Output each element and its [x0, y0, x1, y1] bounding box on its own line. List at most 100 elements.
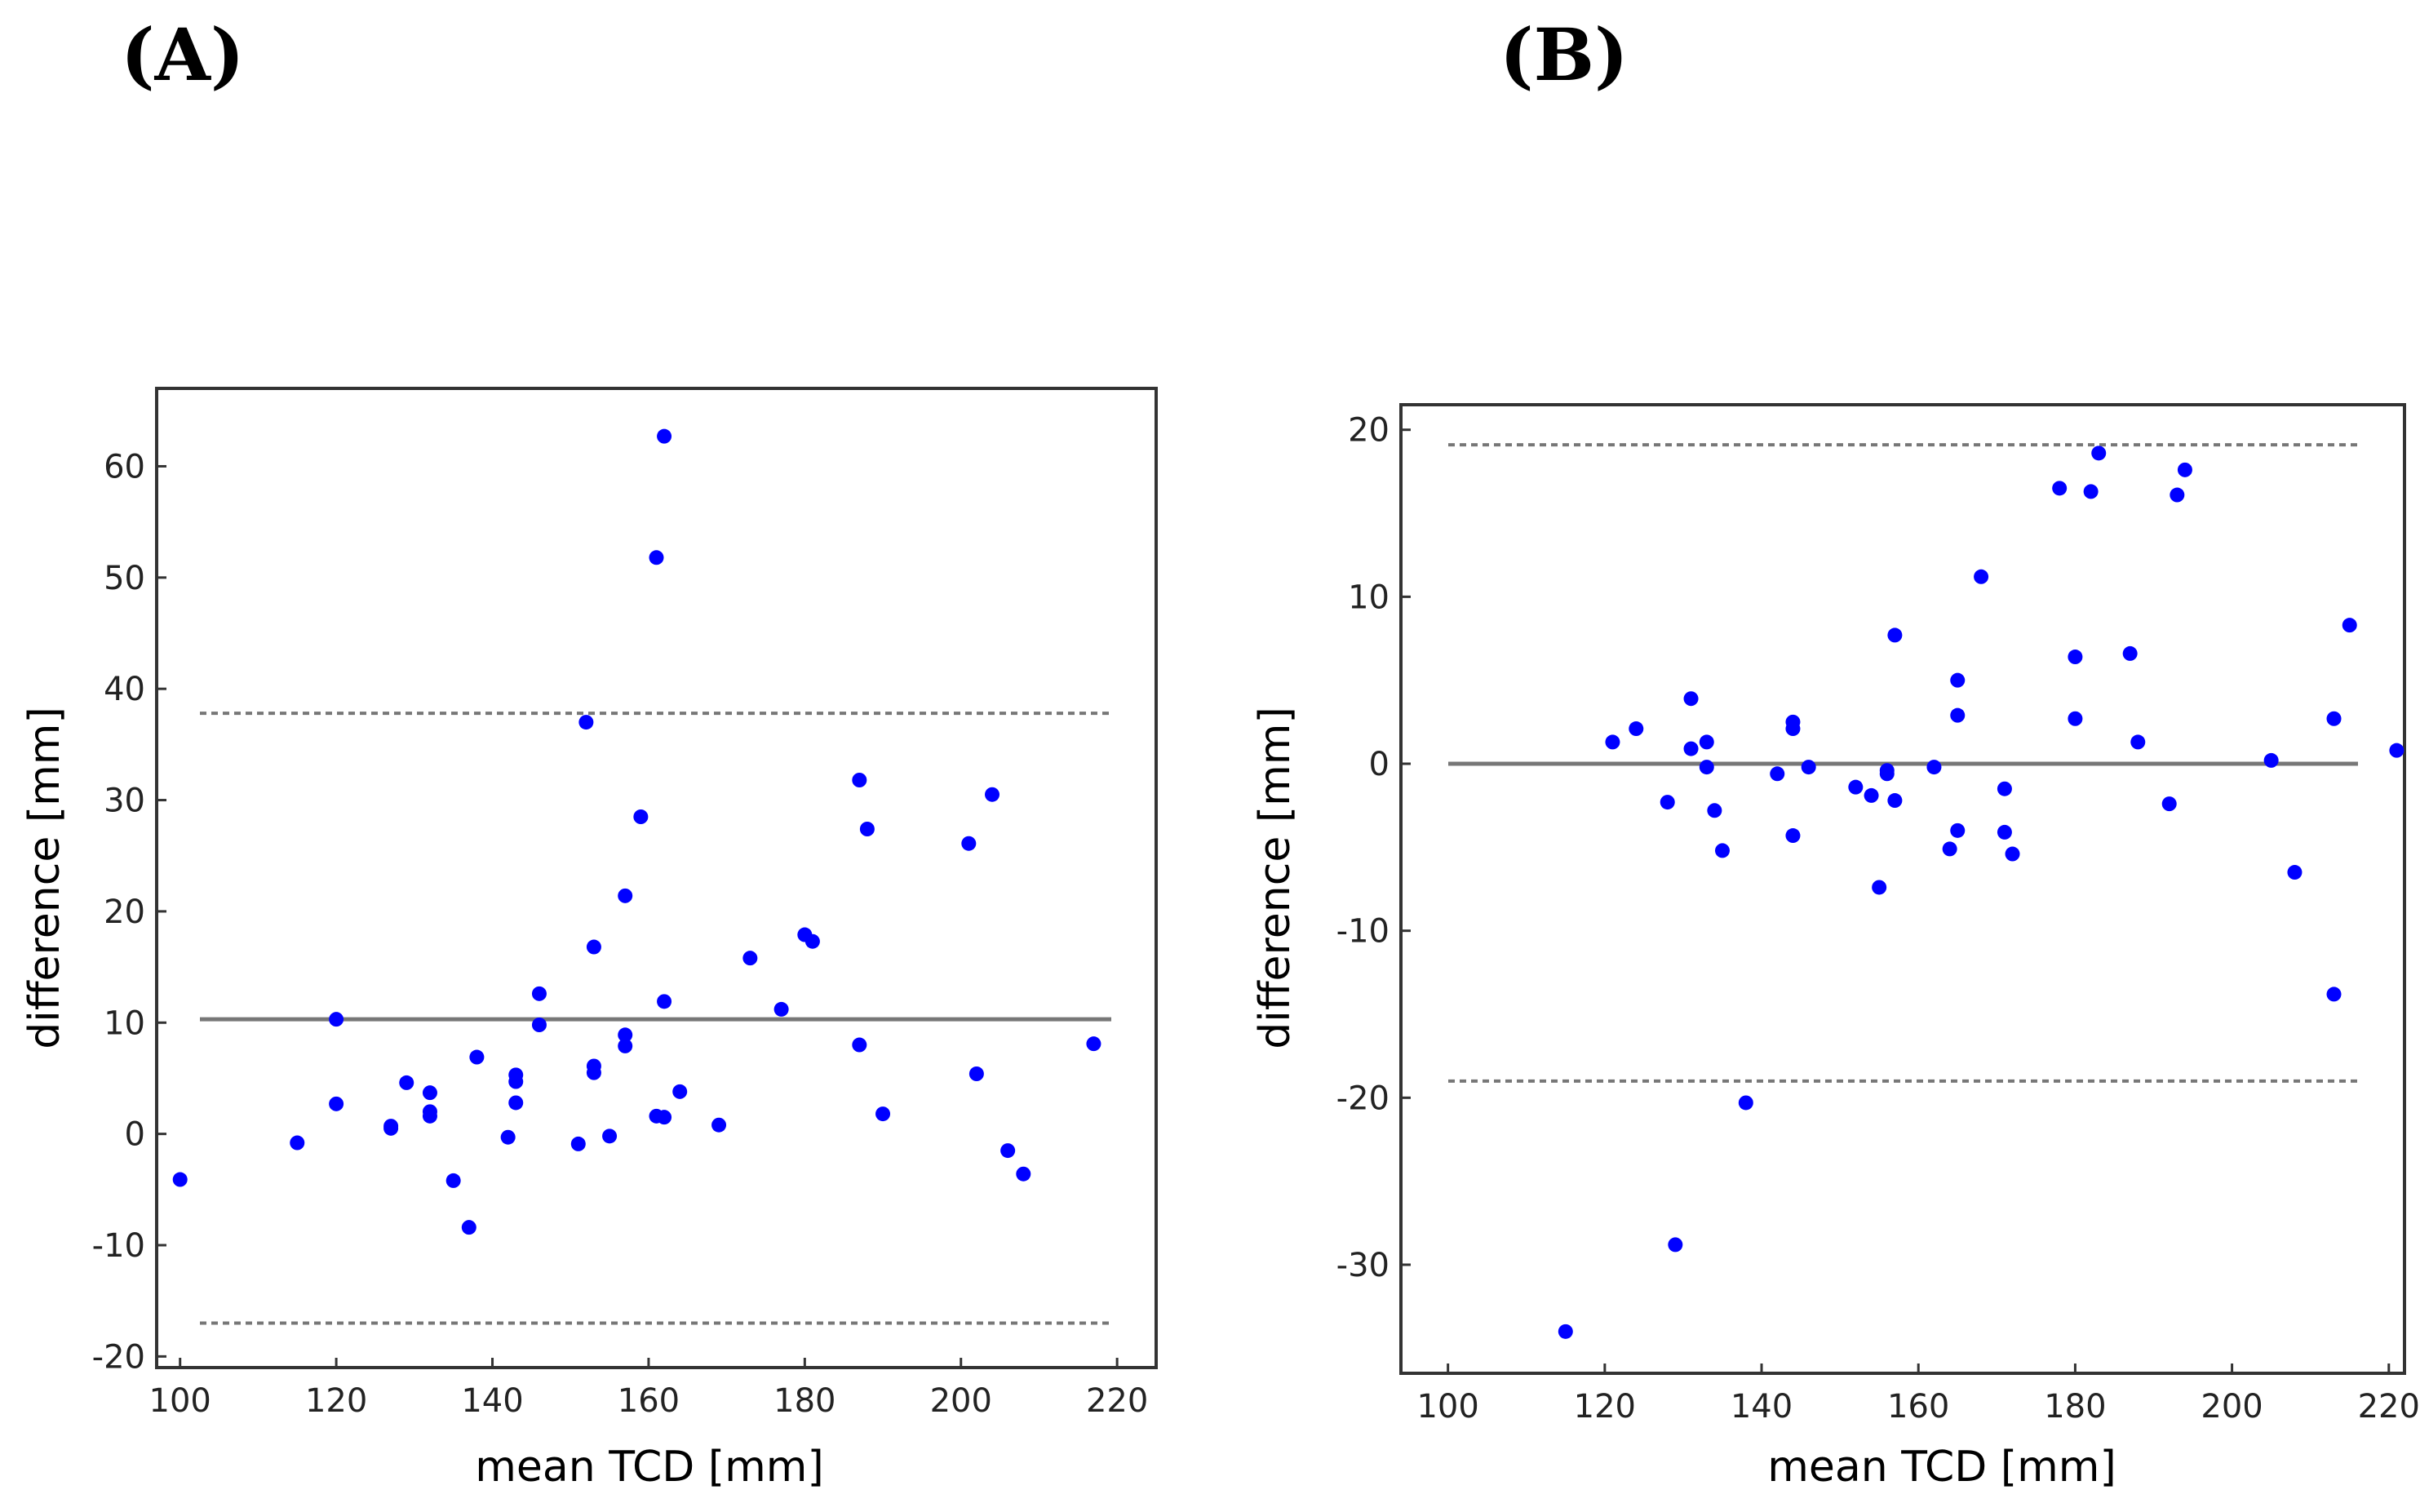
panel-a-y-tick-label: -20 [92, 1338, 145, 1376]
panel-b-x-tick-label: 140 [1731, 1388, 1793, 1426]
panel-a-y-tick-label: 20 [104, 893, 145, 931]
panel-b-data-point [1997, 824, 2012, 840]
panel-b-y-tick-label: -20 [1336, 1080, 1390, 1117]
panel-a-data-point [968, 1066, 984, 1081]
panel-b-data-point [1660, 795, 1675, 810]
panel-a-y-axis-title: difference [mm] [20, 707, 69, 1049]
panel-b-data-point [1864, 787, 1879, 803]
panel-a-x-tick-label: 160 [618, 1382, 680, 1420]
panel-a-data-point [570, 1136, 586, 1151]
panel-a-data-point [711, 1117, 727, 1133]
panel-a-data-point [672, 1084, 688, 1099]
panel-b-x-tick-label: 180 [2044, 1388, 2106, 1426]
panel-b-y-axis-title: difference [mm] [1251, 707, 1300, 1049]
panel-a-x-tick-label: 200 [930, 1382, 992, 1420]
panel-b-data-point [1605, 734, 1620, 750]
panel-b-y-tick-label: 20 [1348, 412, 1390, 450]
panel-a-frame [155, 387, 1158, 1369]
panel-a-data-point [531, 1018, 547, 1032]
panel-b-data-point [1785, 828, 1801, 844]
panel-a-data-point [445, 1173, 461, 1188]
panel-b-data-point [2005, 846, 2020, 862]
panel-a-data-point [852, 1037, 867, 1053]
panel-a-y-tick-label: 30 [104, 783, 145, 820]
panel-a-y-tick-label: 50 [104, 560, 145, 597]
panel-a-data-point [329, 1096, 344, 1111]
panel-b-data-point [1997, 781, 2012, 796]
panel-a-data-point [773, 1001, 789, 1017]
panel-b-data-point [2161, 796, 2177, 812]
panel-a-data-point [649, 550, 664, 565]
panel-b-data-point [1887, 627, 1903, 643]
panel-b-y-tick-label: 10 [1348, 579, 1390, 616]
panel-a-data-point [961, 836, 977, 851]
panel-b-data-point [1950, 707, 1966, 723]
panel-b-data-point [1668, 1237, 1683, 1253]
panel-a-data-point [500, 1129, 516, 1145]
panel-a-data-point [422, 1085, 437, 1101]
panel-a-data-point [586, 1065, 601, 1080]
panel-b-data-point [1801, 760, 1816, 775]
panel-b-data-point [2068, 711, 2083, 726]
panel-b-y-tick-label: -30 [1336, 1247, 1390, 1284]
panel-b-data-point [1950, 672, 1966, 688]
panel-b-data-point [2326, 987, 2342, 1002]
panel-a-data-point [618, 1038, 633, 1053]
panel-a-data-point [586, 939, 601, 955]
panel-a-x-tick-label: 140 [461, 1382, 523, 1420]
panel-b-data-point [1848, 779, 1864, 795]
panel-a-data-point [461, 1220, 476, 1235]
panel-a-data-point [859, 822, 875, 836]
panel-b-data-point [1770, 766, 1785, 782]
panel-b-data-point [2177, 462, 2192, 477]
panel-b-data-point [1887, 793, 1903, 809]
panel-b-y-tick-label: 0 [1369, 746, 1390, 783]
panel-a-y-tick-label: 10 [104, 1004, 145, 1042]
panel-b-data-point [2263, 752, 2279, 768]
panel-a: (A) -20 -10 0 10 20 30 40 50 60 100 120 140 160 180 20… [20, 12, 1158, 1492]
panel-b-data-point [1879, 763, 1895, 778]
panel-a-data-point [742, 951, 758, 966]
panel-b-data-point [2091, 446, 2107, 461]
panel-a-data-point [618, 1027, 633, 1043]
panel-b-data-point [1785, 721, 1801, 737]
panel-b-x-tick-label: 100 [1416, 1388, 1478, 1426]
panel-b-data-point [1683, 691, 1699, 707]
panel-b-data-point [1926, 760, 1942, 775]
panel-b-data-point [1707, 803, 1722, 818]
panel-b-data-point [1872, 880, 1887, 895]
panel-a-y-tick-label: 40 [104, 671, 145, 708]
panel-a-x-tick-label: 180 [773, 1382, 835, 1420]
panel-b-x-tick-label: 200 [2201, 1388, 2263, 1426]
panel-b-x-tick-label: 220 [2358, 1388, 2420, 1426]
panel-a-data-point [852, 773, 867, 787]
panel-a-data-point [657, 428, 672, 444]
panel-b-data-point [2083, 484, 2099, 499]
panel-b-data-point [2326, 711, 2342, 726]
panel-a-data-point [383, 1120, 399, 1136]
panel-b-x-tick-label: 160 [1887, 1388, 1949, 1426]
panel-a-data-point [531, 986, 547, 1001]
panel-b-data-point [2287, 865, 2303, 880]
panel-b-data-point [1942, 841, 1957, 857]
panel-b-data-point [2068, 650, 2083, 665]
panel-b-data-point [1629, 721, 1644, 737]
panel-a-data-point [602, 1128, 618, 1144]
panel-a-data-point [875, 1106, 891, 1122]
panel-b-data-point [1683, 741, 1699, 756]
panel-a-data-point [1000, 1143, 1016, 1159]
panel-a-data-point [329, 1012, 344, 1027]
panel-b-data-point [1714, 843, 1730, 858]
panel-a-plot-area: -20 -10 0 10 20 30 40 50 60 100 120 140 160 180 200 220 [92, 428, 1148, 1420]
panel-a-data-point [469, 1049, 485, 1065]
panel-b-data-point [1738, 1095, 1753, 1111]
panel-a-data-point [633, 809, 649, 824]
panel-b-frame [1399, 403, 2406, 1375]
panel-a-data-point [399, 1075, 414, 1090]
panel-b-data-point [2052, 481, 2068, 496]
panel-b-data-point [1699, 760, 1714, 775]
panel-a-y-tick-label: -10 [92, 1227, 145, 1265]
panel-b-data-point [1974, 569, 1989, 584]
